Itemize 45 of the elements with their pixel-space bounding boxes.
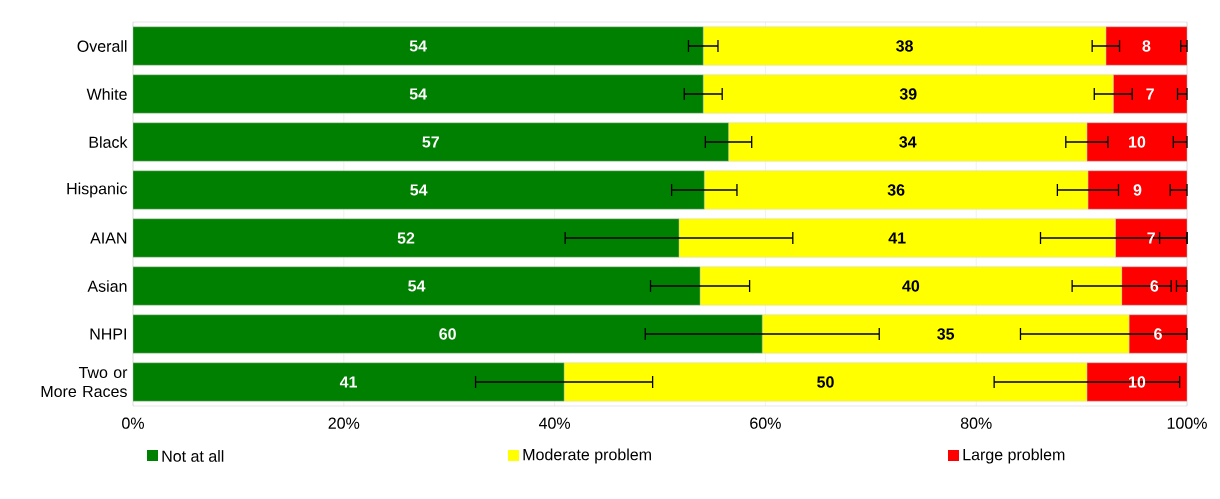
- data-label: 7: [1146, 88, 1154, 100]
- data-label: 40: [902, 280, 920, 292]
- y-tick-label: Asian: [87, 280, 127, 292]
- data-label: 39: [899, 88, 917, 100]
- data-label: 38: [896, 40, 913, 52]
- bar: [133, 218, 680, 258]
- bar: [133, 122, 729, 162]
- bar: [133, 314, 763, 354]
- bar: [133, 26, 704, 66]
- x-tick-label: 40%: [538, 417, 571, 429]
- bar: [133, 266, 701, 306]
- legend-label: Not at all: [162, 450, 224, 462]
- bar: [133, 74, 704, 114]
- data-label: 36: [887, 184, 905, 196]
- y-tick-label: NHPI: [90, 328, 126, 340]
- data-label: 54: [409, 40, 427, 52]
- x-tick-label: 60%: [750, 417, 781, 429]
- x-tick-label: 0%: [122, 417, 144, 429]
- x-tick-label: 100%: [1167, 417, 1207, 429]
- y-tick-label: White: [86, 88, 127, 100]
- data-label: 57: [422, 136, 439, 148]
- y-tick-label: Overall: [77, 40, 127, 52]
- data-label: 52: [397, 232, 415, 244]
- x-tick-label: 80%: [960, 417, 992, 429]
- data-label: 9: [1133, 184, 1142, 196]
- data-label: 34: [899, 136, 917, 148]
- y-tick-label: AIAN: [90, 232, 127, 244]
- legend-label: Large problem: [963, 448, 1065, 464]
- y-tick-label: Two or More Races: [41, 366, 128, 398]
- legend-label: Moderate problem: [523, 448, 651, 464]
- data-label: 41: [339, 376, 357, 388]
- data-label: 10: [1129, 136, 1146, 148]
- data-label: 54: [410, 184, 428, 196]
- data-label: 35: [937, 328, 955, 340]
- data-label: 60: [439, 328, 456, 340]
- data-label: 8: [1142, 40, 1151, 52]
- y-tick-label: Hispanic: [67, 182, 128, 198]
- bar: [133, 170, 705, 210]
- data-label: 54: [408, 280, 426, 292]
- data-label: 50: [817, 376, 834, 388]
- bar: [133, 362, 565, 402]
- data-label: 41: [888, 232, 906, 244]
- x-tick-label: 20%: [328, 417, 360, 429]
- y-tick-label: Black: [89, 136, 128, 148]
- data-label: 54: [409, 88, 427, 100]
